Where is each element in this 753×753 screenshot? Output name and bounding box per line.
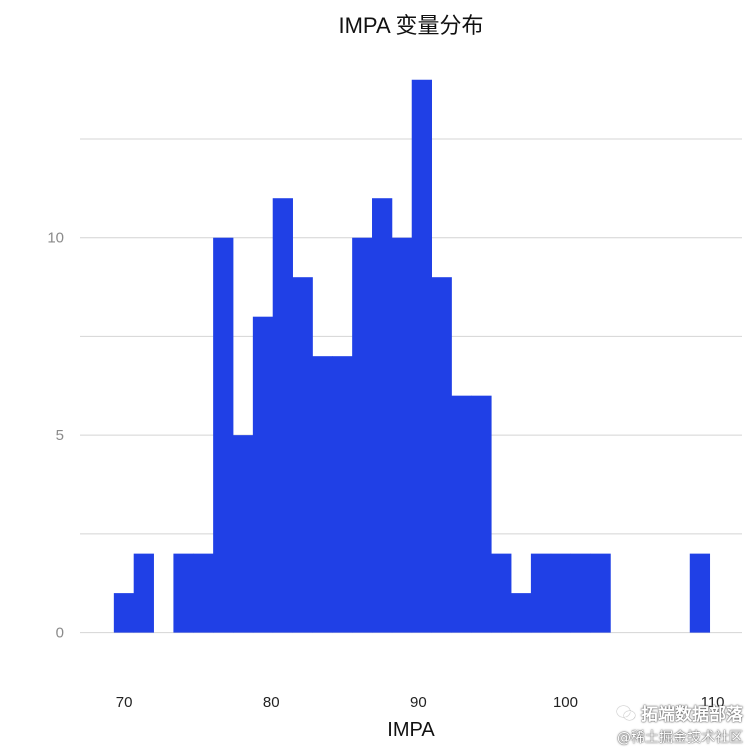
x-axis-title: IMPA: [387, 719, 435, 741]
histogram-bar-24: [590, 553, 611, 633]
histogram-bar-4: [193, 553, 214, 633]
watermark: 拓端数据部落 @稀土掘金技术社区: [617, 700, 743, 747]
x-tick-label-4: 110: [701, 694, 725, 711]
x-tick-label-2: 90: [410, 694, 427, 711]
histogram-bar-19: [491, 553, 512, 633]
histogram-bar-7: [252, 316, 274, 633]
histogram-bar-1: [133, 553, 154, 633]
wechat-icon: [617, 705, 635, 720]
histogram-bar-22: [550, 553, 572, 633]
histogram-bar-8: [272, 198, 293, 633]
x-tick-labels: 70 80 90 100 110: [116, 694, 725, 711]
histogram-bar-18: [471, 395, 492, 633]
x-tick-label-0: 70: [116, 694, 133, 711]
histogram-bar-29: [689, 553, 711, 633]
histogram-bar-17: [451, 395, 472, 633]
histogram-bar-20: [511, 593, 532, 633]
histogram-bar-9: [292, 277, 313, 633]
x-tick-label-3: 100: [553, 694, 578, 711]
watermark-line1: 拓端数据部落: [641, 705, 743, 725]
histogram-bar-13: [372, 198, 393, 633]
x-tick-label-1: 80: [263, 694, 280, 711]
histogram-bar-5: [213, 237, 234, 633]
histogram-bars: [113, 79, 711, 633]
histogram-bar-21: [530, 553, 552, 633]
histogram-bar-10: [312, 356, 333, 633]
histogram-bar-23: [570, 553, 591, 633]
watermark-line2: @稀土掘金技术社区: [617, 730, 743, 746]
histogram-bar-3: [173, 553, 194, 633]
histogram-bar-6: [232, 435, 254, 633]
histogram-bar-11: [332, 356, 353, 633]
histogram-bar-15: [411, 79, 432, 633]
y-tick-labels: 0 5 10: [47, 230, 64, 642]
histogram-bar-0: [113, 593, 135, 633]
y-tick-label-0: 0: [56, 625, 64, 642]
histogram-bar-14: [391, 237, 413, 633]
y-tick-label-1: 5: [56, 427, 64, 444]
histogram-bar-12: [352, 237, 373, 633]
histogram-bar-16: [431, 277, 452, 633]
y-tick-label-2: 10: [47, 230, 64, 247]
chart-title: IMPA 变量分布: [338, 13, 483, 38]
